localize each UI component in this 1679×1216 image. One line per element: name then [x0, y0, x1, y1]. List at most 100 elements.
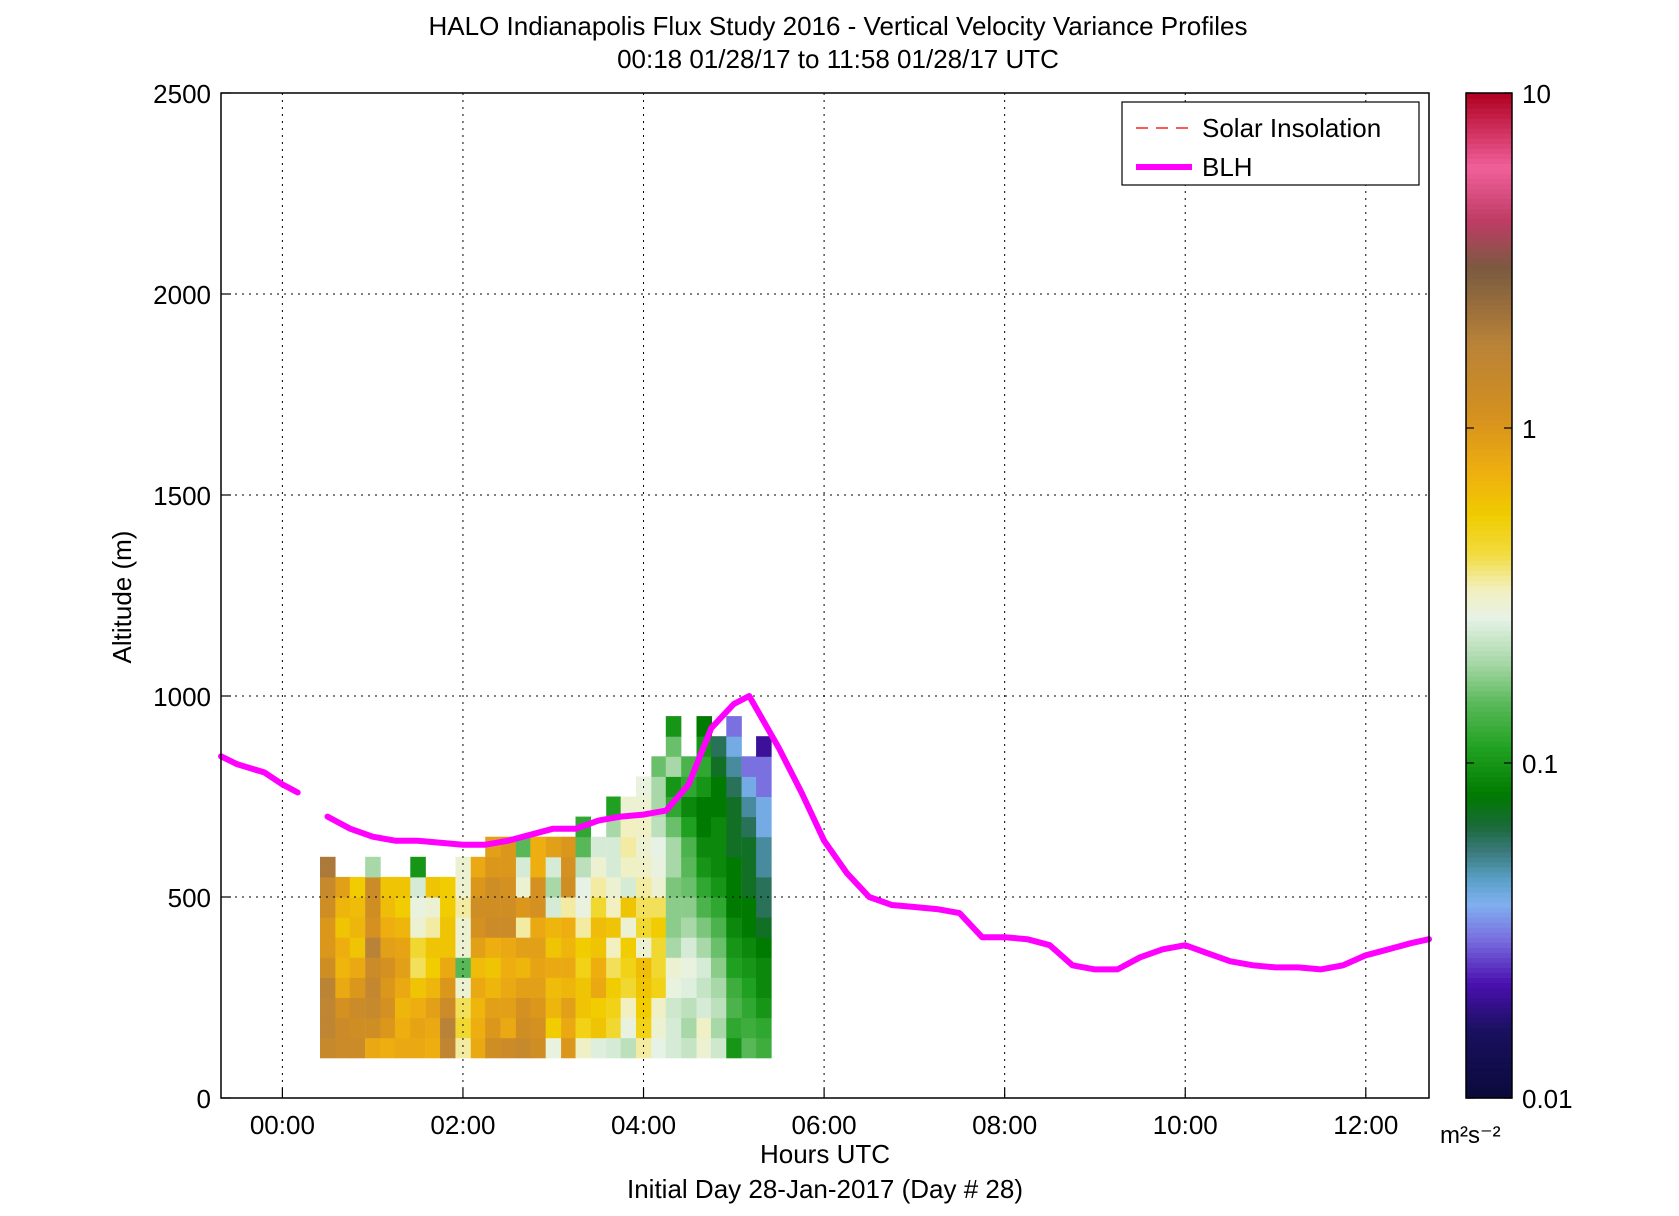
- colorbar-band: [1466, 987, 1512, 994]
- colorbar-band: [1466, 645, 1512, 652]
- heatmap-cell: [335, 1037, 351, 1059]
- heatmap-cell: [590, 1017, 607, 1039]
- colorbar-band: [1466, 1067, 1512, 1074]
- heatmap-cell: [606, 997, 622, 1019]
- heatmap-cell: [515, 1037, 532, 1059]
- colorbar-band: [1466, 997, 1512, 1004]
- colorbar-band: [1466, 93, 1512, 99]
- heatmap-cell: [726, 1017, 742, 1039]
- heatmap-cell: [440, 977, 456, 998]
- colorbar-band: [1466, 535, 1512, 541]
- heatmap-cell: [410, 876, 426, 898]
- heatmap-cell: [756, 796, 772, 818]
- heatmap-cell: [636, 997, 652, 1019]
- heatmap-cell: [349, 957, 366, 978]
- heatmap-cell: [665, 856, 682, 878]
- heatmap-cell: [665, 836, 682, 858]
- colorbar-band: [1466, 439, 1512, 446]
- heatmap-cell: [681, 937, 697, 958]
- colorbar-band: [1466, 1007, 1512, 1014]
- heatmap-cell: [696, 917, 713, 938]
- colorbar-band: [1466, 268, 1512, 275]
- y-axis-ticks: 0 500 1000 1500 2000 2500: [153, 79, 231, 1114]
- heatmap-cell: [320, 876, 336, 898]
- heatmap-cell: [710, 917, 727, 938]
- heatmap-cell: [365, 977, 381, 998]
- colorbar-band: [1466, 1057, 1512, 1064]
- colorbar-band: [1466, 947, 1512, 953]
- heatmap-cell: [681, 957, 697, 978]
- heatmap-cell: [545, 977, 562, 998]
- heatmap-cell: [741, 1017, 758, 1039]
- heatmap-cell: [741, 957, 758, 978]
- heatmap-cell: [710, 736, 727, 757]
- heatmap-cell: [681, 917, 697, 938]
- heatmap-cell: [515, 937, 532, 958]
- colorbar-band: [1466, 520, 1512, 526]
- heatmap-cell: [756, 957, 772, 978]
- colorbar-band: [1466, 771, 1512, 777]
- colorbar-band: [1466, 696, 1512, 702]
- colorbar-band: [1466, 238, 1512, 245]
- heatmap-cell: [726, 856, 742, 878]
- colorbar-band: [1466, 133, 1512, 139]
- heatmap-cell: [726, 756, 742, 777]
- heatmap-cell: [710, 796, 727, 818]
- heatmap-cell: [349, 917, 366, 938]
- colorbar-band: [1466, 610, 1512, 617]
- colorbar-band: [1466, 1012, 1512, 1019]
- heatmap-cell: [335, 897, 351, 918]
- heatmap-cell: [575, 1017, 592, 1039]
- colorbar-band: [1466, 675, 1512, 682]
- colorbar-band: [1466, 500, 1512, 506]
- heatmap-cell: [726, 977, 742, 998]
- colorbar-band: [1466, 851, 1512, 858]
- y-axis-label: Altitude (m): [107, 531, 137, 664]
- x-tick-label: 08:00: [972, 1110, 1037, 1140]
- colorbar-band: [1466, 464, 1512, 471]
- colorbar-tick-label: 0.01: [1522, 1084, 1573, 1114]
- heatmap-cell: [696, 876, 713, 898]
- heatmap-cell: [710, 776, 727, 797]
- legend-blh: BLH: [1202, 152, 1253, 182]
- colorbar-band: [1466, 932, 1512, 938]
- heatmap-cell: [741, 836, 758, 858]
- heatmap-cell: [561, 917, 577, 938]
- colorbar-band: [1466, 474, 1512, 481]
- colorbar-band: [1466, 248, 1512, 255]
- heatmap-cell: [710, 997, 727, 1019]
- colorbar-band: [1466, 203, 1512, 210]
- legend-solar-insolation: Solar Insolation: [1202, 113, 1381, 143]
- heatmap-cell: [561, 897, 577, 918]
- colorbar-band: [1466, 942, 1512, 948]
- colorbar-band: [1466, 625, 1512, 632]
- heatmap-cell: [425, 957, 442, 978]
- heatmap-cell: [470, 957, 487, 978]
- colorbar-band: [1466, 143, 1512, 149]
- heatmap-cell: [530, 997, 546, 1019]
- heatmap-cell: [741, 897, 758, 918]
- heatmap-cell: [741, 997, 758, 1019]
- heatmap-cell: [440, 876, 456, 898]
- heatmap-cell: [606, 836, 622, 858]
- colorbar-band: [1466, 459, 1512, 466]
- heatmap-cell: [756, 997, 772, 1019]
- heatmap-cell: [410, 977, 426, 998]
- heatmap-cell: [530, 876, 546, 898]
- colorbar-band: [1466, 585, 1512, 592]
- colorbar-band: [1466, 982, 1512, 989]
- colorbar-band: [1466, 731, 1512, 737]
- heatmap-cell: [365, 917, 381, 938]
- heatmap-cell: [349, 1017, 366, 1039]
- heatmap-cell: [696, 816, 713, 838]
- colorbar-band: [1466, 650, 1512, 657]
- colorbar-band: [1466, 927, 1512, 933]
- heatmap-cell: [561, 876, 577, 898]
- heatmap-cell: [335, 957, 351, 978]
- colorbar-band: [1466, 489, 1512, 496]
- colorbar-band: [1466, 665, 1512, 672]
- heatmap-cell: [756, 1017, 772, 1039]
- colorbar-band: [1466, 550, 1512, 556]
- colorbar-band: [1466, 746, 1512, 752]
- colorbar-band: [1466, 595, 1512, 602]
